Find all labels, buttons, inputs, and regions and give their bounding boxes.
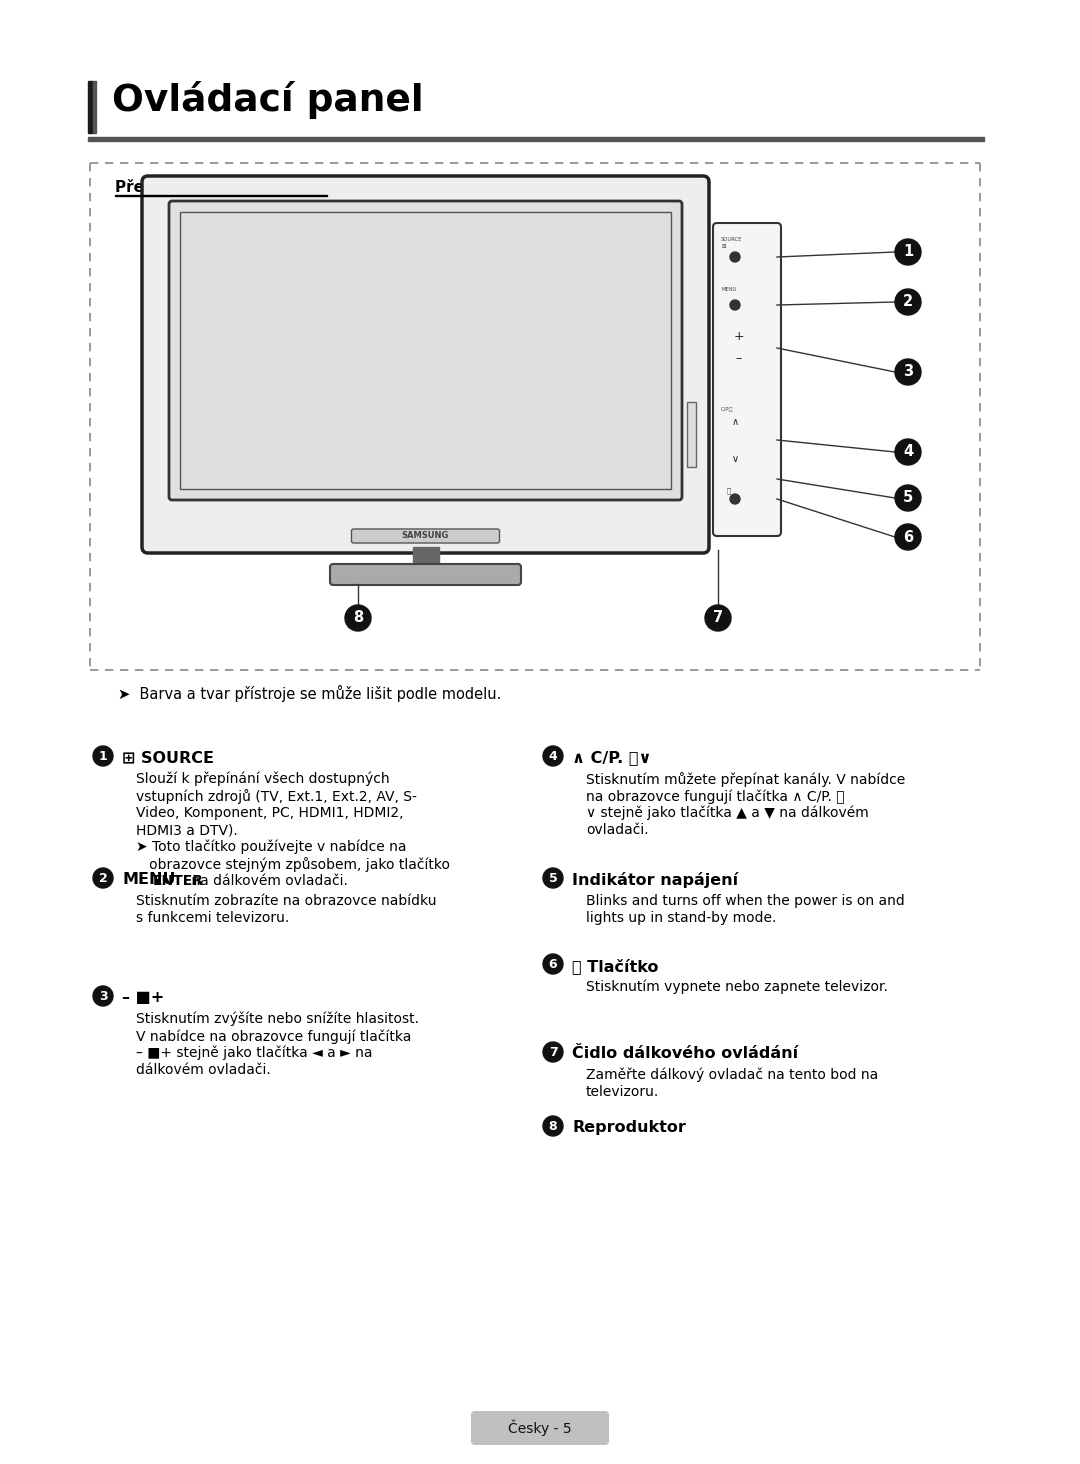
Text: 3: 3	[98, 990, 107, 1003]
Text: na obrazovce fungují tlačítka ∧ C/P. ⏻: na obrazovce fungují tlačítka ∧ C/P. ⏻	[586, 789, 845, 804]
Circle shape	[543, 868, 563, 889]
Text: ∧ C/P. ⏻∨: ∧ C/P. ⏻∨	[572, 750, 651, 766]
Text: 1: 1	[98, 750, 107, 763]
Circle shape	[543, 955, 563, 974]
Text: s funkcemi televizoru.: s funkcemi televizoru.	[136, 911, 289, 925]
Text: HDMI3 a DTV).: HDMI3 a DTV).	[136, 823, 238, 837]
Text: obrazovce stejným způsobem, jako tlačítko: obrazovce stejným způsobem, jako tlačítk…	[136, 856, 450, 873]
Text: 5: 5	[903, 490, 913, 505]
Text: Ovládací panel: Ovládací panel	[112, 81, 423, 119]
FancyBboxPatch shape	[351, 529, 499, 543]
Text: 6: 6	[903, 530, 913, 545]
Text: Přední (nebo boční) panel: Přední (nebo boční) panel	[114, 179, 337, 195]
Circle shape	[730, 252, 740, 262]
Circle shape	[895, 524, 921, 550]
Text: +: +	[733, 331, 744, 344]
FancyBboxPatch shape	[141, 176, 708, 553]
Text: dálkovém ovladači.: dálkovém ovladači.	[136, 1063, 271, 1078]
Circle shape	[543, 747, 563, 766]
Circle shape	[895, 239, 921, 265]
Text: SAMSUNG: SAMSUNG	[402, 531, 449, 540]
Text: 7: 7	[713, 610, 724, 625]
Text: ➤ Toto tlačítko používejte v nabídce na: ➤ Toto tlačítko používejte v nabídce na	[136, 840, 406, 855]
Circle shape	[345, 605, 372, 631]
Text: vstupních zdrojů (TV, Ext.1, Ext.2, AV, S-: vstupních zdrojů (TV, Ext.1, Ext.2, AV, …	[136, 789, 417, 804]
Text: MENU: MENU	[721, 287, 737, 291]
FancyBboxPatch shape	[330, 564, 521, 586]
Text: 4: 4	[549, 750, 557, 763]
Bar	[93, 81, 96, 133]
Text: 8: 8	[353, 610, 363, 625]
Text: SOURCE: SOURCE	[721, 237, 743, 242]
Text: 3: 3	[903, 365, 913, 379]
Bar	[413, 548, 438, 565]
Circle shape	[895, 485, 921, 511]
Text: Čidlo dálkového ovládání: Čidlo dálkového ovládání	[572, 1045, 798, 1061]
Text: ∨ stejně jako tlačítka ▲ a ▼ na dálkovém: ∨ stejně jako tlačítka ▲ a ▼ na dálkovém	[586, 807, 868, 820]
Text: Stisknutím zvýšíte nebo snížíte hlasitost.: Stisknutím zvýšíte nebo snížíte hlasitos…	[136, 1012, 419, 1026]
Circle shape	[730, 300, 740, 310]
Text: 8: 8	[549, 1120, 557, 1133]
Text: 2: 2	[903, 294, 913, 309]
Bar	[687, 403, 696, 467]
Circle shape	[730, 493, 740, 504]
FancyBboxPatch shape	[471, 1411, 609, 1445]
Text: 1: 1	[903, 244, 913, 259]
Text: Stisknutím zobrazíte na obrazovce nabídku: Stisknutím zobrazíte na obrazovce nabídk…	[136, 895, 436, 908]
Text: 6: 6	[549, 957, 557, 971]
Text: Video, Komponent, PC, HDMI1, HDMI2,: Video, Komponent, PC, HDMI1, HDMI2,	[136, 807, 404, 820]
Text: ovladači.: ovladači.	[586, 823, 649, 837]
FancyBboxPatch shape	[713, 223, 781, 536]
Text: ∨: ∨	[731, 454, 739, 464]
Circle shape	[895, 288, 921, 315]
Text: 5: 5	[549, 871, 557, 884]
Text: Blinks and turns off when the power is on and: Blinks and turns off when the power is o…	[586, 895, 905, 908]
Text: ⏻ Tlačítko: ⏻ Tlačítko	[572, 957, 659, 974]
Text: Slouží k přepínání všech dostupných: Slouží k přepínání všech dostupných	[136, 772, 390, 786]
FancyBboxPatch shape	[168, 201, 681, 501]
Text: ⊞ SOURCE: ⊞ SOURCE	[122, 750, 214, 766]
Bar	[87, 81, 93, 133]
Circle shape	[93, 747, 113, 766]
Text: Reproduktor: Reproduktor	[572, 1120, 686, 1135]
Text: Česky - 5: Česky - 5	[509, 1420, 571, 1436]
Circle shape	[895, 359, 921, 385]
Text: lights up in stand-by mode.: lights up in stand-by mode.	[586, 911, 777, 925]
Circle shape	[705, 605, 731, 631]
Circle shape	[93, 868, 113, 889]
Text: – ■+ stejně jako tlačítka ◄ a ► na: – ■+ stejně jako tlačítka ◄ a ► na	[136, 1045, 373, 1060]
Text: V nabídce na obrazovce fungují tlačítka: V nabídce na obrazovce fungují tlačítka	[136, 1029, 411, 1044]
Circle shape	[543, 1042, 563, 1061]
Bar	[180, 212, 671, 489]
Text: 2: 2	[98, 871, 107, 884]
Text: C/P.⏻: C/P.⏻	[721, 407, 733, 411]
Text: MENU: MENU	[122, 873, 175, 887]
Text: na dálkovém ovladači.: na dálkovém ovladači.	[187, 874, 348, 889]
Text: ➤  Barva a tvar přístroje se může lišit podle modelu.: ➤ Barva a tvar přístroje se může lišit p…	[118, 685, 501, 703]
Text: ∧: ∧	[731, 417, 739, 427]
Text: –: –	[735, 353, 742, 366]
Text: ⊞: ⊞	[721, 244, 726, 249]
Text: ENTER: ENTER	[152, 874, 204, 889]
Circle shape	[543, 1116, 563, 1136]
Text: Stisknutím vypnete nebo zapnete televizor.: Stisknutím vypnete nebo zapnete televizo…	[586, 979, 888, 994]
Circle shape	[93, 985, 113, 1006]
Text: Zaměřte dálkový ovladač na tento bod na: Zaměřte dálkový ovladač na tento bod na	[586, 1069, 878, 1082]
Text: Stisknutím můžete přepínat kanály. V nabídce: Stisknutím můžete přepínat kanály. V nab…	[586, 772, 905, 788]
Bar	[87, 138, 984, 141]
Text: televizoru.: televizoru.	[586, 1085, 659, 1099]
Text: – ■+: – ■+	[122, 990, 164, 1004]
Text: Indikátor napájení: Indikátor napájení	[572, 873, 738, 889]
Text: 7: 7	[549, 1045, 557, 1058]
Text: 4: 4	[903, 445, 913, 460]
Circle shape	[895, 439, 921, 466]
Text: ⏻: ⏻	[727, 488, 731, 493]
